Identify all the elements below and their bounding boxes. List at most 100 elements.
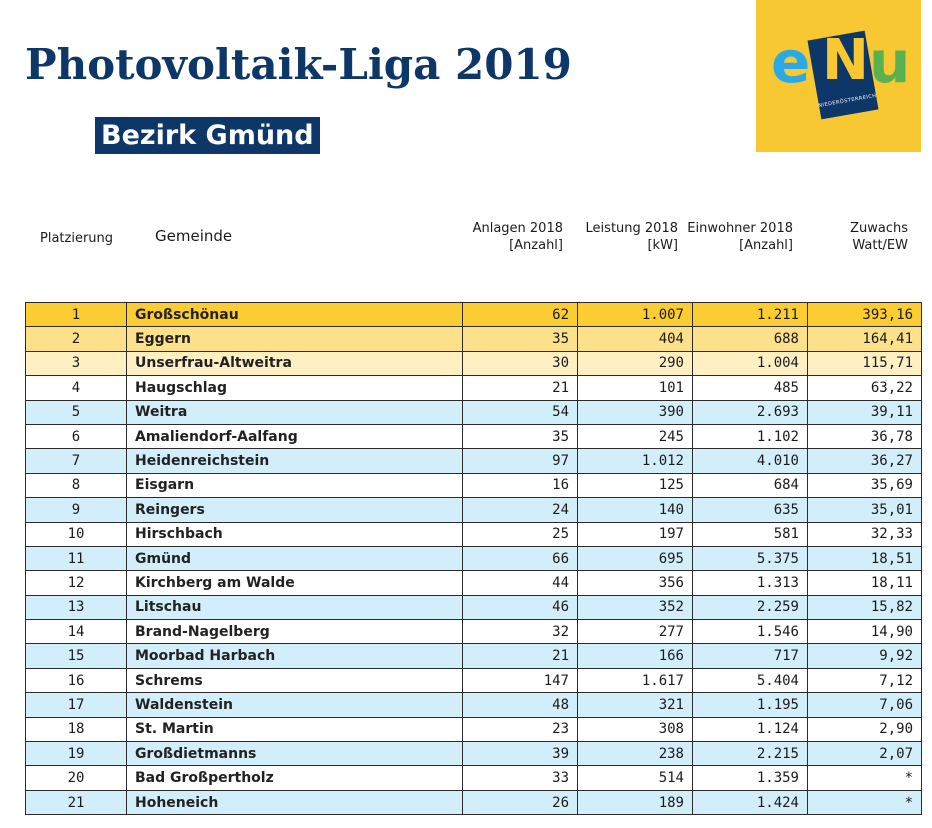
table-row: 4 Haugschlag 21 101 485 63,22 <box>25 375 922 401</box>
cell-rank: 4 <box>25 375 127 401</box>
cell-name: Gmünd <box>126 545 463 572</box>
cell-leistung: 404 <box>577 326 693 352</box>
cell-zuwachs: 7,12 <box>807 667 922 694</box>
cell-zuwachs: 164,41 <box>807 326 922 352</box>
cell-rank: 13 <box>25 594 127 621</box>
cell-leistung: 125 <box>577 472 693 499</box>
cell-leistung: 1.007 <box>577 301 693 328</box>
cell-einwohner: 717 <box>692 643 808 669</box>
table-row: 14 Brand-Nagelberg 32 277 1.546 14,90 <box>25 619 922 645</box>
table-row: 11 Gmünd 66 695 5.375 18,51 <box>25 545 922 572</box>
cell-name: Großschönau <box>126 301 463 328</box>
header-zuwachs-line2: Watt/EW <box>852 238 908 253</box>
cell-einwohner: 2.259 <box>692 594 808 621</box>
cell-name: Reingers <box>126 497 463 523</box>
enu-logo: e N u NIEDERÖSTERREICH <box>756 0 921 152</box>
cell-rank: 15 <box>25 643 127 669</box>
table-row: 3 Unserfrau-Altweitra 30 290 1.004 115,71 <box>25 350 922 377</box>
cell-leistung: 101 <box>577 375 693 401</box>
header-leistung-line1: Leistung 2018 <box>585 221 678 236</box>
cell-rank: 5 <box>25 399 127 425</box>
header-name: Gemeinde <box>155 228 232 245</box>
cell-name: Haugschlag <box>126 375 463 401</box>
cell-rank: 12 <box>25 570 127 596</box>
cell-name: Waldenstein <box>126 692 463 718</box>
header-einwohner: Einwohner 2018 [Anzahl] <box>687 220 793 254</box>
cell-anlagen: 21 <box>462 643 578 669</box>
cell-name: St. Martin <box>126 716 463 743</box>
header-anlagen-line2: [Anzahl] <box>509 238 563 253</box>
cell-rank: 17 <box>25 692 127 718</box>
cell-einwohner: 581 <box>692 521 808 547</box>
cell-einwohner: 1.004 <box>692 350 808 377</box>
cell-zuwachs: 2,90 <box>807 716 922 743</box>
cell-zuwachs: 36,78 <box>807 423 922 450</box>
cell-leistung: 245 <box>577 423 693 450</box>
cell-rank: 8 <box>25 472 127 499</box>
cell-anlagen: 24 <box>462 497 578 523</box>
cell-zuwachs: 32,33 <box>807 521 922 547</box>
cell-einwohner: 1.359 <box>692 765 808 791</box>
cell-zuwachs: 18,11 <box>807 570 922 596</box>
cell-leistung: 356 <box>577 570 693 596</box>
table-row: 17 Waldenstein 48 321 1.195 7,06 <box>25 692 922 718</box>
cell-einwohner: 1.211 <box>692 301 808 328</box>
table-row: 21 Hoheneich 26 189 1.424 * <box>25 789 922 816</box>
table-row: 10 Hirschbach 25 197 581 32,33 <box>25 521 922 547</box>
cell-name: Großdietmanns <box>126 741 463 767</box>
cell-zuwachs: 63,22 <box>807 375 922 401</box>
cell-name: Unserfrau-Altweitra <box>126 350 463 377</box>
cell-einwohner: 2.693 <box>692 399 808 425</box>
cell-einwohner: 485 <box>692 375 808 401</box>
header-name-label: Gemeinde <box>155 227 233 245</box>
cell-leistung: 695 <box>577 545 693 572</box>
cell-rank: 7 <box>25 448 127 474</box>
cell-anlagen: 54 <box>462 399 578 425</box>
header-einwohner-line2: [Anzahl] <box>739 238 793 253</box>
cell-name: Hirschbach <box>126 521 463 547</box>
cell-anlagen: 32 <box>462 619 578 645</box>
cell-anlagen: 21 <box>462 375 578 401</box>
header-zuwachs-line1: Zuwachs <box>850 221 908 236</box>
cell-rank: 10 <box>25 521 127 547</box>
cell-leistung: 197 <box>577 521 693 547</box>
cell-leistung: 290 <box>577 350 693 377</box>
cell-name: Eisgarn <box>126 472 463 499</box>
cell-einwohner: 5.375 <box>692 545 808 572</box>
table-row: 13 Litschau 46 352 2.259 15,82 <box>25 594 922 621</box>
header-anlagen-line1: Anlagen 2018 <box>472 221 563 236</box>
cell-anlagen: 35 <box>462 326 578 352</box>
table-row: 7 Heidenreichstein 97 1.012 4.010 36,27 <box>25 448 922 474</box>
cell-anlagen: 23 <box>462 716 578 743</box>
cell-leistung: 352 <box>577 594 693 621</box>
table-row: 2 Eggern 35 404 688 164,41 <box>25 326 922 352</box>
cell-zuwachs: 35,69 <box>807 472 922 499</box>
cell-leistung: 1.012 <box>577 448 693 474</box>
cell-einwohner: 4.010 <box>692 448 808 474</box>
ranking-table: 1 Großschönau 62 1.007 1.211 393,16 2 Eggern 35 4… <box>25 301 922 816</box>
cell-name: Litschau <box>126 594 463 621</box>
cell-name: Eggern <box>126 326 463 352</box>
cell-einwohner: 1.546 <box>692 619 808 645</box>
cell-anlagen: 35 <box>462 423 578 450</box>
cell-anlagen: 16 <box>462 472 578 499</box>
cell-anlagen: 147 <box>462 667 578 694</box>
table-row: 16 Schrems 147 1.617 5.404 7,12 <box>25 667 922 694</box>
cell-rank: 1 <box>25 301 127 328</box>
header-einwohner-line1: Einwohner 2018 <box>687 221 793 236</box>
cell-einwohner: 1.102 <box>692 423 808 450</box>
cell-rank: 21 <box>25 789 127 816</box>
header-rank-label: Platzierung <box>40 231 114 246</box>
cell-rank: 11 <box>25 545 127 572</box>
cell-anlagen: 97 <box>462 448 578 474</box>
cell-leistung: 238 <box>577 741 693 767</box>
cell-zuwachs: 7,06 <box>807 692 922 718</box>
cell-einwohner: 688 <box>692 326 808 352</box>
cell-anlagen: 46 <box>462 594 578 621</box>
cell-einwohner: 1.424 <box>692 789 808 816</box>
table-row: 5 Weitra 54 390 2.693 39,11 <box>25 399 922 425</box>
cell-leistung: 189 <box>577 789 693 816</box>
cell-zuwachs: 9,92 <box>807 643 922 669</box>
cell-rank: 3 <box>25 350 127 377</box>
cell-anlagen: 33 <box>462 765 578 791</box>
